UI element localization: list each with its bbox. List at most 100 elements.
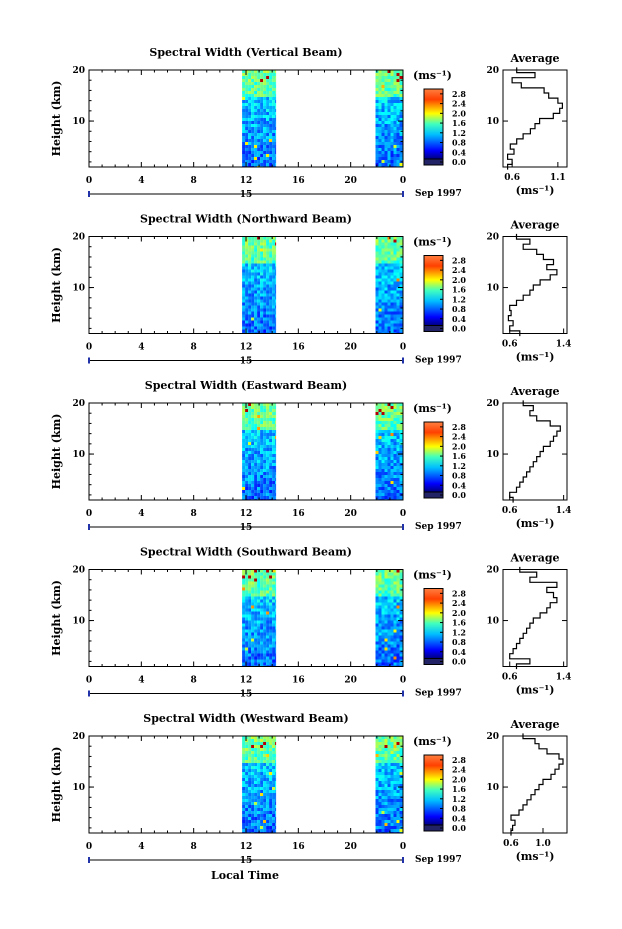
colorbar-tick-label: 0.0 — [452, 490, 466, 500]
date-suffix: Sep 1997 — [415, 522, 462, 532]
average-frame — [502, 69, 568, 168]
panel-title: Spectral Width (Eastward Beam) — [145, 379, 347, 392]
colorbar-tick-label: 0.8 — [452, 637, 466, 647]
panel-title: Spectral Width (Vertical Beam) — [149, 46, 342, 59]
y-tick-label: 20 — [72, 732, 85, 742]
average-y-tick-label: 10 — [486, 617, 499, 627]
colorbar: (ms⁻¹)2.82.42.01.61.20.80.40.0 — [413, 402, 466, 500]
x-tick-label: 20 — [344, 176, 357, 186]
average-x-label: (ms⁻¹) — [516, 351, 555, 364]
average-title: Average — [509, 219, 559, 232]
average-x-label: (ms⁻¹) — [516, 684, 555, 697]
colorbar-tick-label: 0.4 — [452, 147, 466, 157]
average-y-tick-label: 10 — [486, 450, 499, 460]
date-label: 15 — [240, 690, 253, 700]
colorbar-tick-label: 1.2 — [452, 794, 466, 804]
average-x-tick-label: 1.4 — [556, 340, 572, 350]
colorbar-tick-label: 1.6 — [452, 285, 466, 295]
colorbar-tick-label: 2.8 — [452, 255, 466, 265]
colorbar-tick-label: 0.8 — [452, 138, 466, 148]
colorbar-tick-label: 0.4 — [452, 647, 466, 657]
date-suffix: Sep 1997 — [415, 689, 462, 699]
colorbar-gradient — [423, 88, 444, 160]
x-tick-label: 16 — [292, 676, 305, 686]
y-tick-label: 10 — [72, 284, 85, 294]
colorbar-tick-label: 1.2 — [452, 627, 466, 637]
x-tick-label: 12 — [240, 509, 253, 519]
x-tick-label: 0 — [400, 842, 406, 852]
x-axis-label: Local Time — [211, 869, 279, 882]
average-profile-line — [507, 67, 563, 170]
colorbar: (ms⁻¹)2.82.42.01.61.20.80.40.0 — [413, 569, 466, 667]
average-x-label: (ms⁻¹) — [516, 184, 555, 197]
heatmap-cells — [242, 569, 403, 667]
colorbar-unit: (ms⁻¹) — [413, 69, 452, 82]
x-tick-label: 0 — [400, 343, 406, 353]
panel-3: Spectral Width (Eastward Beam) 20 10 Height… — [50, 379, 571, 533]
x-tick-label: 16 — [292, 343, 305, 353]
colorbar-tick-label: 2.4 — [452, 265, 466, 275]
average-x-tick-label: 0.6 — [502, 340, 518, 350]
date-suffix: Sep 1997 — [415, 189, 462, 199]
colorbar-tick-label: 1.2 — [452, 461, 466, 471]
colorbar-unit: (ms⁻¹) — [413, 402, 452, 415]
colorbar-tick-label: 0.4 — [452, 480, 466, 490]
average-y-tick-label: 10 — [486, 783, 499, 793]
average-profile-line — [509, 400, 561, 503]
average-x-tick-label: 0.6 — [503, 839, 519, 849]
x-tick-label: 16 — [292, 509, 305, 519]
x-tick-label: 8 — [191, 176, 197, 186]
average-frame — [502, 402, 568, 501]
colorbar-tick-label: 2.0 — [452, 441, 466, 451]
colorbar-tick-label: 0.8 — [452, 304, 466, 314]
average-panel: Average 20 10 0.6 1.4(ms⁻¹) — [486, 385, 571, 530]
x-tick-label: 0 — [86, 842, 92, 852]
panel-1: Spectral Width (Vertical Beam) 20 10 Height… — [50, 46, 568, 200]
colorbar-tick-label: 1.6 — [452, 118, 466, 128]
average-y-tick-label: 10 — [486, 284, 499, 294]
x-tick-label: 4 — [138, 509, 144, 519]
colorbar-tick-label: 2.0 — [452, 774, 466, 784]
average-frame — [502, 236, 568, 334]
heatmap-cells — [242, 236, 403, 334]
average-panel: Average 20 10 0.6 1.4(ms⁻¹) — [486, 219, 571, 364]
y-tick-label: 20 — [72, 66, 85, 76]
y-tick-label: 20 — [72, 399, 85, 409]
colorbar-tick-label: 2.4 — [452, 598, 466, 608]
average-title: Average — [509, 718, 559, 731]
panel-2: Spectral Width (Northward Beam) 20 10 Heigh… — [50, 213, 571, 367]
colorbar-tick-label: 1.2 — [452, 128, 466, 138]
x-tick-label: 12 — [240, 176, 253, 186]
colorbar: (ms⁻¹)2.82.42.01.61.20.80.40.0 — [413, 735, 466, 833]
y-tick-label: 10 — [72, 617, 85, 627]
average-y-tick-label: 20 — [486, 66, 499, 76]
y-axis-label: Height (km) — [50, 81, 63, 157]
x-tick-label: 20 — [344, 343, 357, 353]
colorbar-gradient — [423, 421, 444, 493]
colorbar-tick-label: 1.6 — [452, 618, 466, 628]
colorbar-tick-label: 2.4 — [452, 432, 466, 442]
x-tick-label: 20 — [344, 509, 357, 519]
x-tick-label: 0 — [86, 509, 92, 519]
date-label: 15 — [240, 357, 253, 367]
x-tick-label: 12 — [240, 343, 253, 353]
x-tick-label: 20 — [344, 842, 357, 852]
x-tick-label: 20 — [344, 676, 357, 686]
average-panel: Average 20 10 0.6 1.0(ms⁻¹) — [486, 718, 568, 863]
average-profile-line — [509, 566, 558, 670]
colorbar-tick-label: 1.6 — [452, 784, 466, 794]
x-tick-label: 4 — [138, 176, 144, 186]
x-tick-label: 0 — [86, 343, 92, 353]
x-tick-label: 12 — [240, 842, 253, 852]
y-tick-label: 20 — [72, 566, 85, 576]
colorbar-gradient — [423, 588, 444, 659]
average-x-tick-label: 0.6 — [504, 173, 520, 183]
average-y-tick-label: 20 — [486, 399, 499, 409]
colorbar-tick-label: 0.4 — [452, 314, 466, 324]
date-label: 15 — [240, 190, 253, 200]
average-y-tick-label: 20 — [486, 732, 499, 742]
colorbar-unit: (ms⁻¹) — [413, 236, 452, 249]
colorbar-tick-label: 0.0 — [452, 324, 466, 334]
average-title: Average — [509, 385, 559, 398]
